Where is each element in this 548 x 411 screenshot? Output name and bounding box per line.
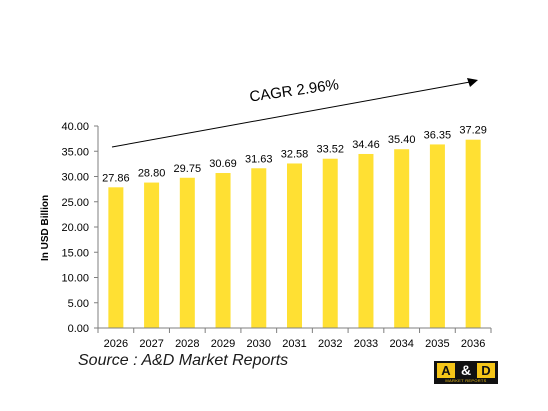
x-axis: 2026 2027 2028 2029 2030 2031 2032 2033 2034 2035…	[97, 327, 492, 350]
data-label-2026: 27.86	[102, 172, 130, 184]
x-tick-label-2036: 2036	[461, 338, 485, 350]
data-label-2029: 30.69	[209, 158, 237, 170]
y-tick-label: 40.00	[61, 121, 89, 133]
y-tick-label: 20.00	[61, 222, 89, 234]
logo-ampersand: &	[460, 362, 472, 378]
y-tick-label: 0.00	[68, 323, 89, 335]
bar-2033	[358, 153, 374, 328]
bar-2026	[108, 187, 124, 328]
bar-2036	[465, 139, 481, 328]
y-tick-label: 10.00	[61, 273, 89, 285]
bar-2028	[179, 177, 195, 328]
data-label-2032: 33.52	[316, 144, 344, 156]
bar-2031	[286, 163, 303, 328]
x-tick-label-2029: 2029	[211, 338, 235, 350]
cagr-arrow	[111, 81, 471, 148]
y-tick-label: 5.00	[68, 298, 89, 310]
x-tick-label-2031: 2031	[282, 338, 306, 350]
bar-2035	[429, 144, 445, 328]
bar-2029	[215, 173, 231, 328]
logo-letter-d: D	[477, 363, 495, 378]
y-axis-title: In USD Billion	[40, 195, 51, 261]
bar-2027	[144, 182, 160, 328]
y-tick-label: 35.00	[61, 146, 89, 158]
data-label-2036: 37.29	[459, 125, 487, 137]
x-tick-label-2026: 2026	[104, 338, 128, 350]
data-label-2033: 34.46	[352, 139, 380, 151]
data-label-2027: 28.80	[138, 168, 166, 180]
y-tick-label: 15.00	[61, 247, 89, 259]
data-label-2030: 31.63	[245, 153, 273, 165]
data-label-2031: 32.58	[281, 148, 309, 160]
x-tick-label-2027: 2027	[139, 338, 163, 350]
logo-letter-a: A	[437, 363, 455, 378]
y-axis: 0.00 5.00 10.00 15.00 20.00 25.00 30.00 35.00 40…	[61, 121, 99, 335]
bar-2034	[394, 149, 410, 328]
x-tick-label-2032: 2032	[318, 338, 342, 350]
x-tick-label-2035: 2035	[425, 338, 449, 350]
data-label-2028: 29.75	[174, 163, 202, 175]
brand-logo: A & D MARKET REPORTS	[434, 361, 498, 384]
bar-2032	[322, 158, 338, 328]
x-tick-label-2028: 2028	[175, 338, 199, 350]
y-tick-label: 25.00	[61, 197, 89, 209]
x-tick-label-2030: 2030	[247, 338, 271, 350]
y-tick-label: 30.00	[61, 172, 89, 184]
source-text: Source : A&D Market Reports	[78, 352, 289, 369]
bar-2030	[251, 168, 267, 328]
x-tick-label-2033: 2033	[354, 338, 378, 350]
data-label-2034: 35.40	[388, 134, 416, 146]
cagr-arrowhead	[467, 78, 478, 87]
logo-subtitle: MARKET REPORTS	[445, 378, 487, 383]
cagr-annotation: CAGR 2.96%	[248, 76, 340, 105]
data-labels: 27.86 28.80 29.75 30.69 31.63 32.58 33.52 34.46…	[102, 125, 487, 185]
data-label-2035: 36.35	[424, 129, 452, 141]
bars	[108, 139, 481, 328]
x-tick-label-2034: 2034	[389, 338, 413, 350]
